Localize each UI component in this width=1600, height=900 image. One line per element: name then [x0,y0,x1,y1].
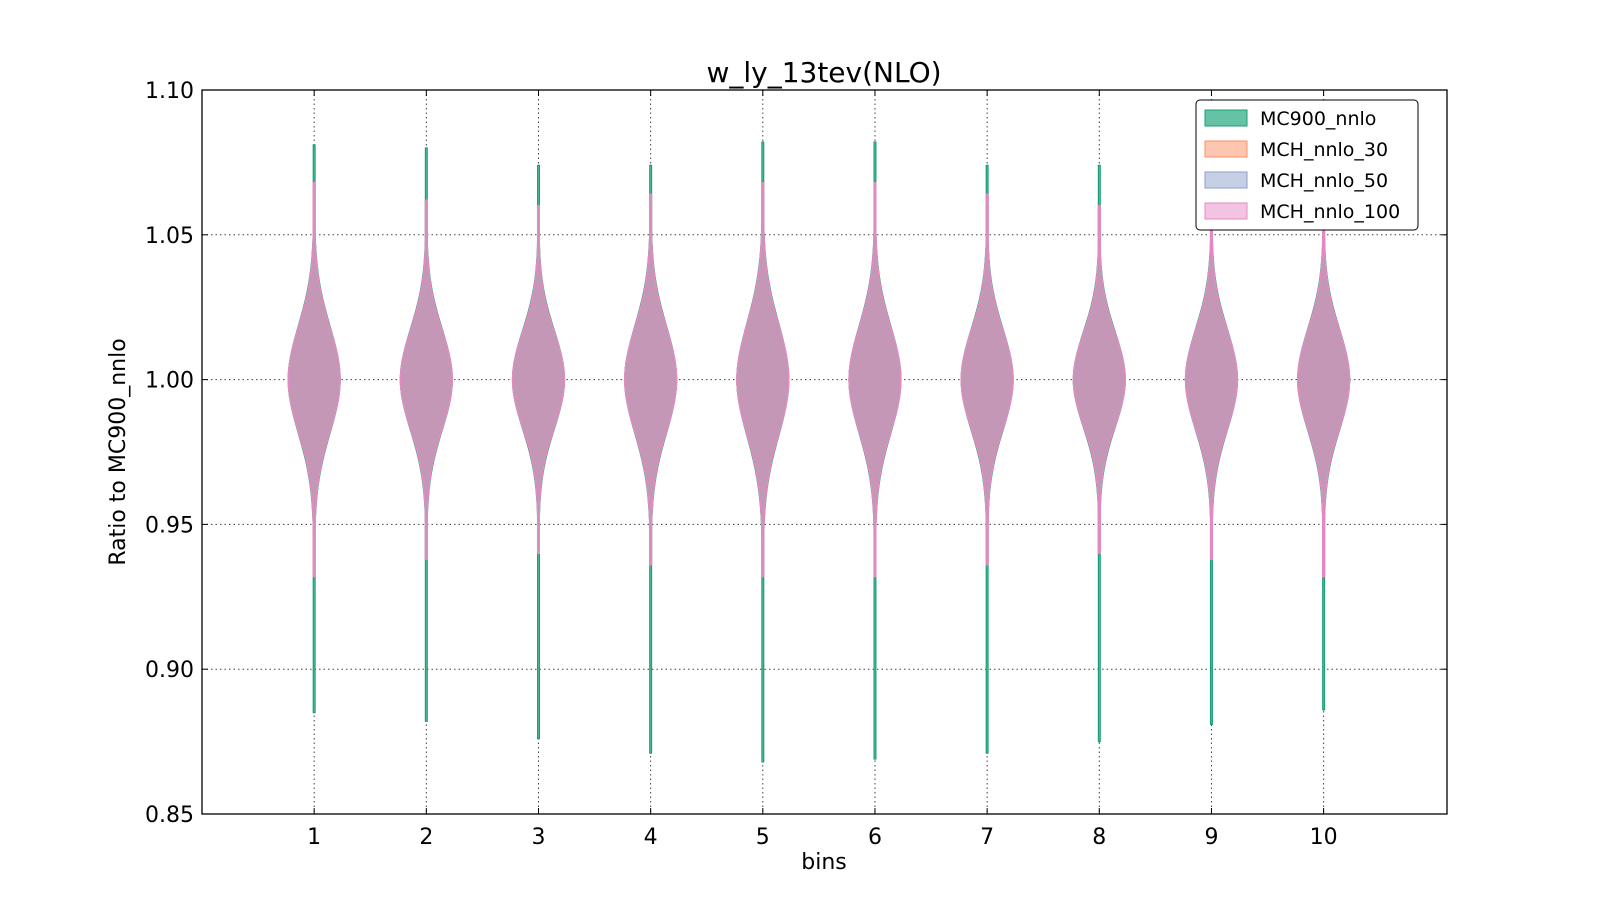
legend-entry-label: MCH_nnlo_50 [1260,170,1388,192]
x-tick-label: 1 [307,825,321,850]
chart-title: w_ly_13tev(NLO) [706,56,941,89]
legend-entry-label: MCH_nnlo_100 [1260,201,1400,223]
x-tick-label: 9 [1204,825,1218,850]
violin-layer [287,141,1351,763]
legend-swatch [1204,140,1248,158]
x-tick-label: 5 [756,825,770,850]
violin-body [511,205,566,554]
violin-body [960,193,1014,566]
violin-body [399,199,453,560]
y-tick-label: 0.90 [145,658,194,683]
y-tick-label: 0.85 [145,803,194,828]
series-MCH_nnlo_100 [287,182,1351,578]
legend: MC900_nnlo MCH_nnlo_30 MCH_nnlo_50 MCH_nnlo… [1195,99,1419,231]
violin-body [287,182,341,578]
x-tick-label: 6 [868,825,882,850]
legend-entry-label: MCH_nnlo_30 [1260,139,1388,161]
y-tick-label: 1.00 [145,369,194,394]
tick-layer: 0.85 0.90 0.95 1.00 1.05 1.10 1 2 3 4 5 6 7 8 9 10 [145,79,1447,850]
legend-frame [1195,99,1419,231]
legend-entry-label: MC900_nnlo [1260,108,1376,130]
x-tick-label: 8 [1092,825,1106,850]
violin-body [848,182,902,578]
violin-body [1072,205,1126,554]
y-tick-label: 1.10 [145,79,194,104]
x-axis-label: bins [801,850,846,875]
violin-body [736,182,790,578]
y-tick-label: 1.05 [145,224,194,249]
x-tick-label: 2 [419,825,433,850]
y-tick-label: 0.95 [145,513,194,538]
x-tick-label: 3 [531,825,545,850]
legend-swatch [1204,109,1248,127]
y-axis-label: Ratio to MC900_nnlo [106,338,131,565]
legend-swatch [1204,202,1248,220]
x-tick-label: 7 [980,825,994,850]
plot-frame [201,89,1448,815]
violin-body [624,193,678,566]
legend-swatch [1204,171,1248,189]
x-tick-label: 10 [1310,825,1338,850]
x-tick-label: 4 [644,825,658,850]
